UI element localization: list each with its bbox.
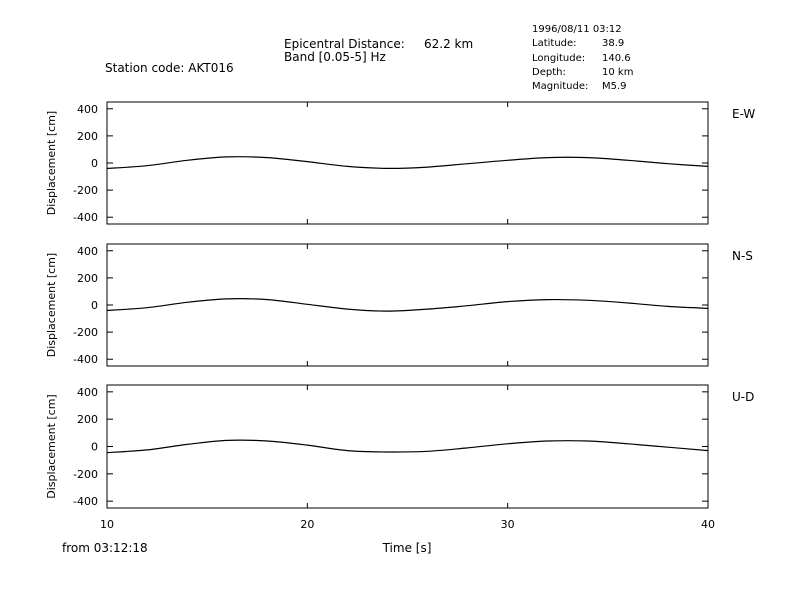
epicentral-distance-value: 62.2 km bbox=[424, 37, 473, 51]
trace-e-w bbox=[106, 156, 709, 170]
y-tick-label: -400 bbox=[73, 211, 98, 224]
y-tick-label: 400 bbox=[77, 103, 98, 116]
x-axis-title: Time [s] bbox=[382, 541, 432, 555]
component-label: E-W bbox=[732, 107, 755, 121]
magnitude-value: M5.9 bbox=[602, 81, 627, 92]
depth-value: 10 km bbox=[602, 67, 633, 78]
magnitude-label: Magnitude: bbox=[532, 81, 588, 92]
y-tick-label: -400 bbox=[73, 353, 98, 366]
x-tick-label: 40 bbox=[701, 518, 715, 531]
component-label: N-S bbox=[732, 249, 753, 263]
y-tick-label: 0 bbox=[91, 299, 98, 312]
plot-frame bbox=[106, 243, 709, 367]
y-tick-label: -200 bbox=[73, 184, 98, 197]
y-tick-label: 200 bbox=[77, 413, 98, 426]
latitude-label: Latitude: bbox=[532, 38, 577, 49]
frequency-band: Band [0.05-5] Hz bbox=[284, 50, 386, 64]
y-tick-label: 400 bbox=[77, 245, 98, 258]
y-axis-title: Displacement [cm] bbox=[45, 253, 58, 357]
component-label: U-D bbox=[732, 390, 754, 404]
y-axis-title: Displacement [cm] bbox=[45, 394, 58, 498]
y-tick-label: 400 bbox=[77, 386, 98, 399]
x-tick-label: 30 bbox=[501, 518, 515, 531]
event-datetime: 1996/08/11 03:12 bbox=[532, 24, 622, 35]
longitude-value: 140.6 bbox=[602, 53, 631, 64]
y-tick-label: 0 bbox=[91, 441, 98, 454]
plot-frame bbox=[106, 384, 709, 509]
x-tick-label: 10 bbox=[100, 518, 114, 531]
y-tick-label: -200 bbox=[73, 326, 98, 339]
y-tick-label: -400 bbox=[73, 495, 98, 508]
y-tick-label: 200 bbox=[77, 272, 98, 285]
plot-frame bbox=[106, 101, 709, 225]
trace-u-d bbox=[106, 439, 709, 454]
station-code: Station code: AKT016 bbox=[105, 61, 234, 75]
panel-n-s: 400 200 0 -200 -400 Displacement [cm] N-S bbox=[45, 243, 753, 367]
latitude-value: 38.9 bbox=[602, 38, 624, 49]
depth-label: Depth: bbox=[532, 67, 566, 78]
x-tick-label: 20 bbox=[300, 518, 314, 531]
y-tick-label: 0 bbox=[91, 157, 98, 170]
y-tick-label: 200 bbox=[77, 130, 98, 143]
longitude-label: Longitude: bbox=[532, 53, 585, 64]
epicentral-distance-label: Epicentral Distance: bbox=[284, 37, 405, 51]
panel-e-w: 400 200 0 -200 -400 Displacement [cm] E-W bbox=[45, 101, 755, 225]
start-time-label: from 03:12:18 bbox=[62, 541, 148, 555]
y-tick-label: -200 bbox=[73, 468, 98, 481]
trace-n-s bbox=[106, 298, 709, 312]
y-axis-title: Displacement [cm] bbox=[45, 111, 58, 215]
